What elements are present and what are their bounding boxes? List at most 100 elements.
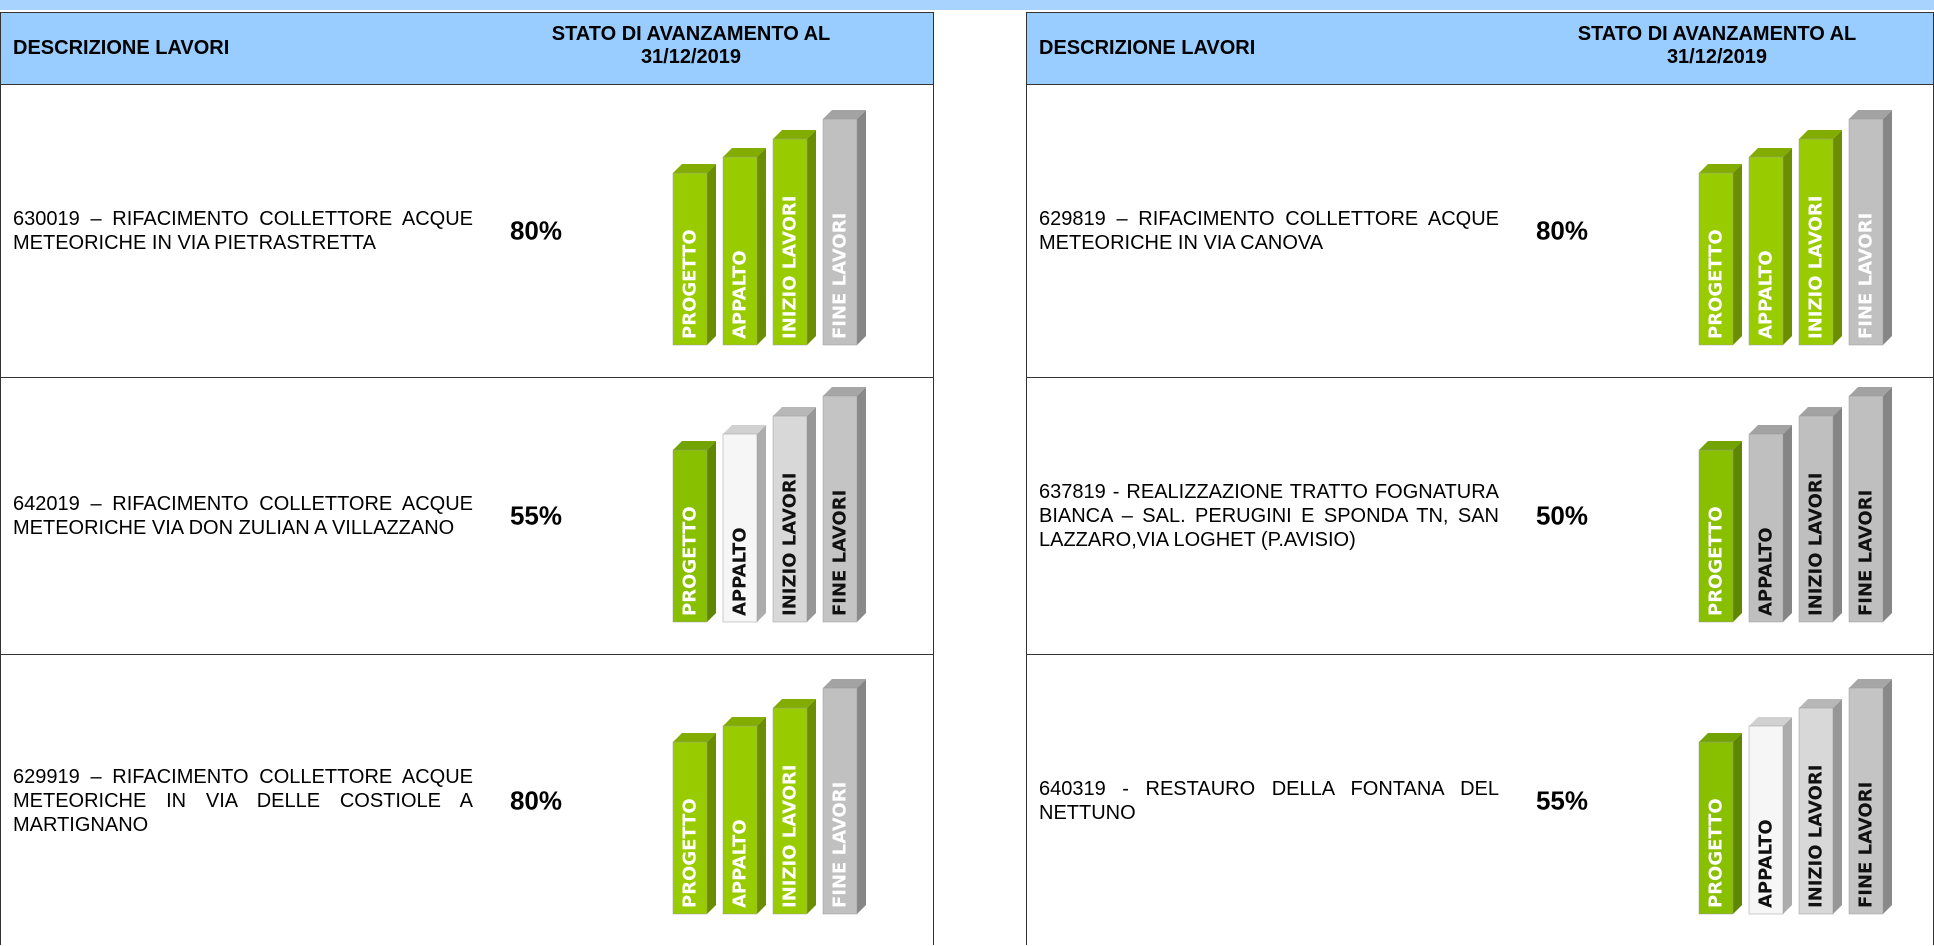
bar-side-shade [707, 164, 716, 345]
bar-side-shade [857, 110, 866, 345]
progress-percent: 55% [1535, 785, 1589, 815]
bar-top [823, 679, 866, 688]
bar-front [1748, 156, 1784, 346]
bar-label: PROGETTO [1706, 506, 1727, 616]
bar-top-shade [673, 164, 716, 173]
bar-label: FINE LAVORI [1856, 782, 1877, 908]
bar-front [1848, 687, 1884, 915]
header-status: STATO DI AVANZAMENTO AL 31/12/2019 [551, 23, 831, 68]
bar: INIZIO LAVORI [772, 699, 816, 915]
bar-side [1783, 425, 1792, 622]
bar-side-shade [1783, 425, 1792, 622]
bar-top-shade [1799, 130, 1842, 139]
bar-label: FINE LAVORI [1856, 490, 1877, 616]
bar: INIZIO LAVORI [1798, 699, 1842, 915]
bar-side [807, 130, 816, 345]
bar-top-shade [723, 717, 766, 726]
bar-side [1783, 148, 1792, 345]
table-row: 637819 - REALIZZAZIONE TRATTO FOGNATURA … [1027, 378, 1933, 655]
bar-label: INIZIO LAVORI [1806, 196, 1827, 339]
bar-label: INIZIO LAVORI [1806, 765, 1827, 908]
bar-side-shade [857, 679, 866, 914]
table: DESCRIZIONE LAVORI STATO DI AVANZAMENTO A… [0, 12, 934, 945]
bar-side-shade [757, 717, 766, 914]
header-description: DESCRIZIONE LAVORI [13, 37, 230, 59]
bar-top-shade [673, 441, 716, 450]
bar-top [1749, 425, 1792, 434]
bar-front [772, 415, 808, 623]
bar-side-shade [1733, 441, 1742, 622]
bar-side-shade [1733, 733, 1742, 914]
bar-top [1799, 407, 1842, 416]
bar-label: APPALTO [730, 250, 751, 339]
work-description: 642019 – RIFACIMENTO COLLETTORE ACQUE ME… [13, 493, 473, 539]
header-status: STATO DI AVANZAMENTO AL 31/12/2019 [1577, 23, 1857, 68]
bar-front [772, 707, 808, 915]
bar-top [1849, 679, 1892, 688]
progress-percent: 80% [509, 215, 563, 245]
bar: APPALTO [1748, 425, 1792, 623]
bar: PROGETTO [1698, 441, 1742, 623]
bar-side [1883, 110, 1892, 345]
bar-top-shade [1749, 148, 1792, 157]
bar: FINE LAVORI [1848, 110, 1892, 346]
bar-label: FINE LAVORI [1856, 213, 1877, 339]
bar-side-shade [1833, 407, 1842, 622]
progress-bars: PROGETTO APPALTO INIZIO LAVORI FINE LAVORI [672, 110, 866, 346]
bar: INIZIO LAVORI [772, 130, 816, 346]
progress-percent: 80% [1535, 215, 1589, 245]
bar-side-shade [1883, 679, 1892, 914]
bar-top-shade [1749, 717, 1792, 726]
bar-top-shade [773, 407, 816, 416]
bar-front [1698, 449, 1734, 623]
bar: PROGETTO [672, 164, 716, 346]
bar-label: PROGETTO [1706, 229, 1727, 339]
work-description: 640319 - RESTAURO DELLA FONTANA DEL NETT… [1039, 777, 1499, 824]
bar-side [1733, 164, 1742, 345]
bar-label: FINE LAVORI [830, 213, 851, 339]
bar-side [1883, 679, 1892, 914]
bar-top [723, 717, 766, 726]
bar-side-shade [757, 148, 766, 345]
work-description: 630019 – RIFACIMENTO COLLETTORE ACQUE ME… [13, 207, 473, 254]
table-header: DESCRIZIONE LAVORI STATO DI AVANZAMENTO A… [1, 13, 933, 85]
bar-label: INIZIO LAVORI [780, 765, 801, 908]
bar-side [1733, 733, 1742, 914]
bar-top-shade [1699, 164, 1742, 173]
bar-side-shade [1783, 148, 1792, 345]
bar-front [672, 741, 708, 915]
bar-side-shade [707, 441, 716, 622]
bar-side [807, 407, 816, 622]
bar-top [673, 441, 716, 450]
bar: APPALTO [722, 717, 766, 915]
table-row: 642019 – RIFACIMENTO COLLETTORE ACQUE ME… [1, 378, 933, 655]
bar: FINE LAVORI [822, 679, 866, 915]
progress-percent: 80% [509, 785, 563, 815]
bar-label: PROGETTO [680, 229, 701, 339]
bar-front [1748, 725, 1784, 915]
progress-bars: PROGETTO APPALTO INIZIO LAVORI FINE LAVORI [672, 387, 866, 623]
bar-side [757, 425, 766, 622]
bar-front [1748, 433, 1784, 623]
bar-top [823, 110, 866, 119]
bar-top [1849, 387, 1892, 396]
table: DESCRIZIONE LAVORI STATO DI AVANZAMENTO A… [1026, 12, 1934, 945]
bar-top-shade [823, 110, 866, 119]
bar: APPALTO [1748, 148, 1792, 346]
bar-side [807, 699, 816, 914]
progress-bars: PROGETTO APPALTO INIZIO LAVORI FINE LAVORI [672, 679, 866, 915]
bar-side [1783, 717, 1792, 914]
header-description: DESCRIZIONE LAVORI [1039, 37, 1256, 59]
bar-label: INIZIO LAVORI [780, 196, 801, 339]
bar-side-shade [807, 407, 816, 622]
bar-side-shade [1833, 699, 1842, 914]
bar: INIZIO LAVORI [1798, 407, 1842, 623]
bar-front [722, 725, 758, 915]
bar-front [1698, 172, 1734, 346]
bar-label: APPALTO [1756, 527, 1777, 616]
bar-side [857, 387, 866, 622]
bar-top-shade [1849, 110, 1892, 119]
bar-front [672, 449, 708, 623]
bar-label: APPALTO [1756, 819, 1777, 908]
bar: FINE LAVORI [1848, 387, 1892, 623]
